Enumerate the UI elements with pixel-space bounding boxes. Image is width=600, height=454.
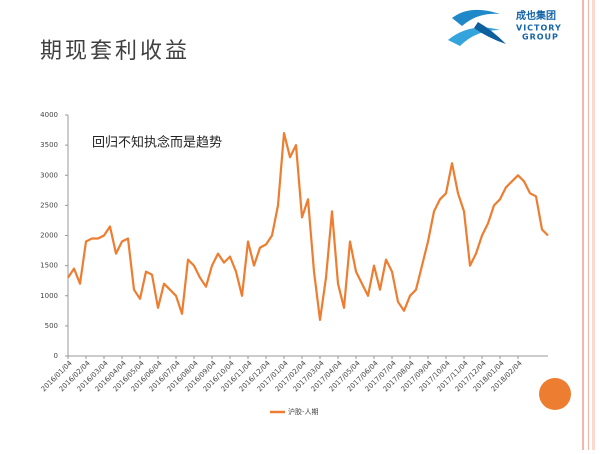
line-series [67,132,549,321]
y-tick-label: 0 [54,352,58,360]
logo-name: 成也集团 [516,9,556,22]
y-tick-label: 2500 [40,201,58,209]
logo-swoosh [452,9,500,26]
y-tick-label: 1500 [40,262,58,270]
logo-text: VICTORY [516,24,562,33]
y-tick-label: 3000 [40,171,58,179]
y-tick-label: 1000 [40,292,58,300]
decoration [539,378,571,410]
logo-swoosh [448,27,500,46]
border [592,0,595,450]
y-tick-label: 4000 [40,111,58,119]
y-tick-label: 500 [45,322,58,330]
y-tick-label: 3500 [40,141,58,149]
border [582,0,584,450]
legend-label: 沪胶-人期 [288,407,319,416]
y-tick-label: 2000 [40,232,58,240]
logo-swoosh [474,22,506,44]
border [588,0,589,450]
logo: 成也集团 VICTORY GROUP [448,9,562,46]
annotation: 回归不知执念而是趋势 [92,135,222,151]
logo-text: GROUP [522,33,559,42]
slide-title: 期现套利收益 [40,39,190,64]
